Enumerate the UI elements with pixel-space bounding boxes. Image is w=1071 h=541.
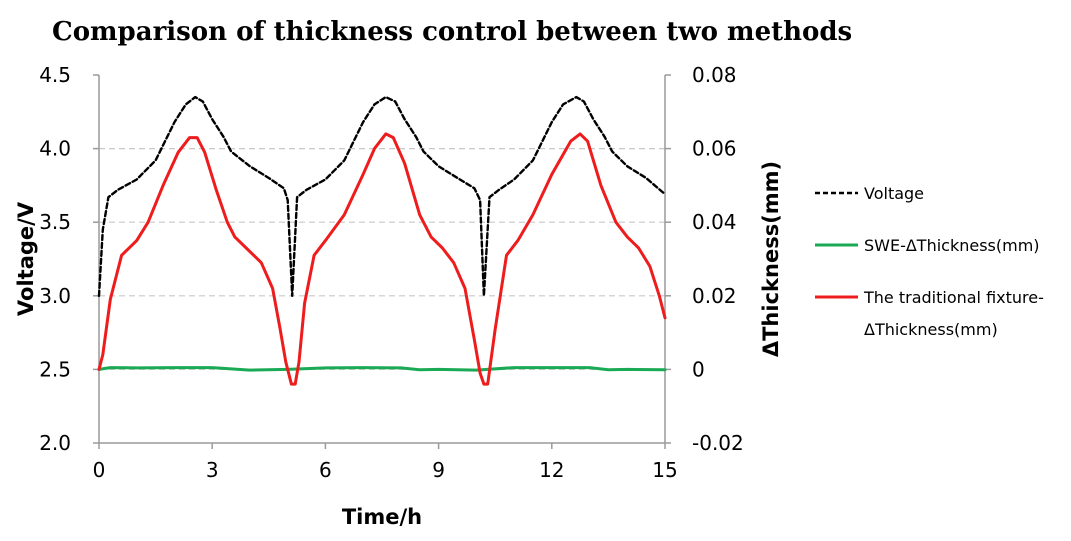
legend-label-0: Voltage [864,184,924,203]
legend-label-2: The traditional fixture- [863,288,1044,307]
x-tick-label-3: 9 [432,458,445,482]
x-tick-label-1: 3 [206,458,219,482]
legend: Voltage SWE-ΔThickness(mm) The traditional… [815,184,1044,339]
y-tick-label-2: 3.0 [39,284,71,308]
y2-tick-label-1: 0 [692,357,705,381]
y2-tick-label-2: 0.02 [692,284,737,308]
y-tick-label-5: 4.5 [39,63,71,87]
x-axis-title: Time/h [342,505,422,529]
gridlines [99,148,665,370]
y-axis-title: Voltage/V [14,201,38,316]
y2-tick-label-3: 0.04 [692,210,737,234]
y2-tick-label-4: 0.06 [692,137,737,161]
y2-tick-label-0: -0.02 [692,431,744,455]
axes [93,74,671,449]
y-tick-label-1: 2.5 [39,357,71,381]
chart-title: Comparison of thickness control between … [52,17,852,47]
series-line-1 [97,366,667,372]
legend-label-1: SWE-ΔThickness(mm) [864,236,1040,255]
x-tick-label-0: 0 [93,458,106,482]
tick-labels: 0 3 6 9 12 15 2.0 2.5 3.0 3.5 4.0 4.5 -0.02 0 0.02 0.04… [39,63,744,482]
y-tick-label-4: 4.0 [39,137,71,161]
y2-axis-title: ΔThickness(mm) [759,161,783,357]
series-line-2 [97,132,667,386]
y-tick-label-3: 3.5 [39,210,71,234]
x-tick-label-2: 6 [319,458,332,482]
x-tick-label-4: 12 [539,458,564,482]
series-layer [97,95,667,386]
y2-tick-label-5: 0.08 [692,63,737,87]
x-tick-label-5: 15 [652,458,677,482]
series-line-0 [97,95,667,297]
legend-label-2-line2: ΔThickness(mm) [864,320,998,339]
y-tick-label-0: 2.0 [39,431,71,455]
